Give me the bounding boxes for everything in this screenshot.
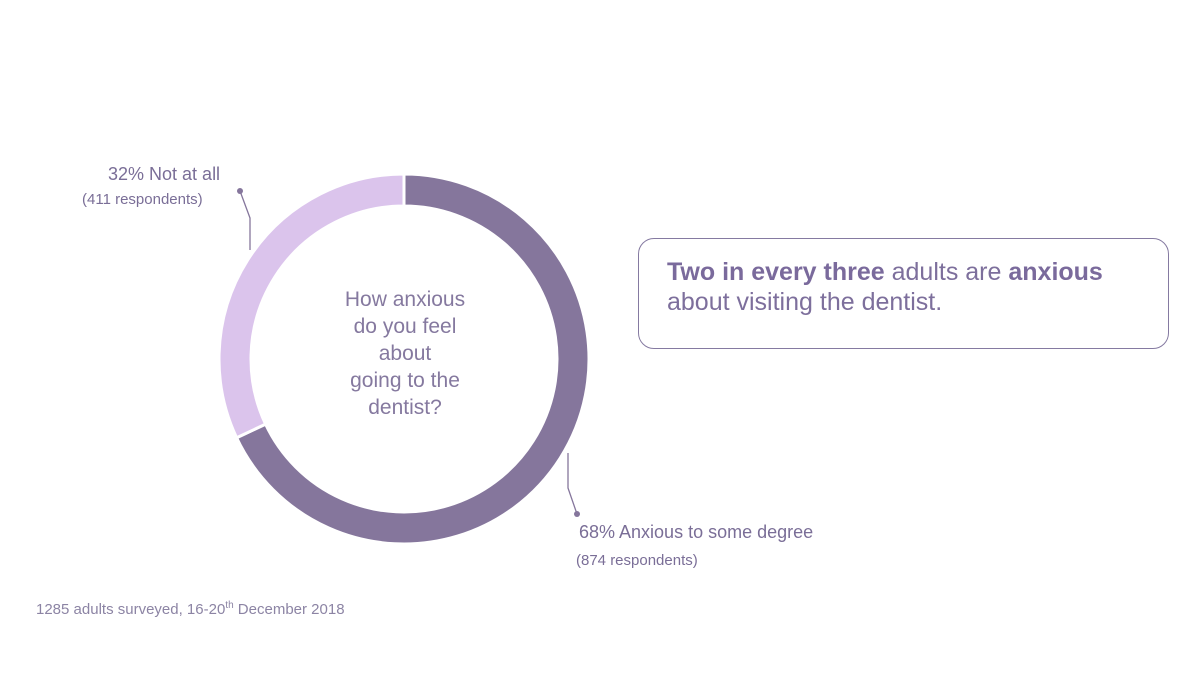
leader-dot-anxious [574,511,580,517]
leader-line-anxious [567,453,578,515]
slice-label-anxious: 68% Anxious to some degree [579,522,814,542]
footnote-text: 1285 adults surveyed, 16-20 [36,601,226,618]
callout-bold-text: anxious [1008,258,1103,286]
center-question: How anxious do you feel about going to t… [320,286,490,421]
slice-sublabel-anxious: (874 respondents) [576,552,698,569]
slice-sublabel-not-at-all: (411 respondents) [82,191,203,208]
survey-footnote: 1285 adults surveyed, 16-20th December 2… [36,600,345,618]
center-question-line: do you feel [353,315,457,338]
footnote-text: December 2018 [233,601,345,618]
key-finding-callout: Two in every three adults are anxious ab… [638,238,1169,349]
callout-bold-text: Two in every three [667,258,885,286]
center-question-line: How anxious [344,288,466,311]
donut-slice-not-at-all [217,172,406,440]
footnote-superscript: th [225,600,234,611]
leader-dot-not-at-all [237,188,243,194]
callout-text: adults are [884,258,1009,286]
slice-label-not-at-all: 32% Not at all [108,164,221,184]
leader-lines [237,188,580,517]
donut-slice-anxious-to-some-degree [234,172,591,546]
leader-line-not-at-all [239,190,251,250]
center-question-line: going to the [350,369,460,392]
center-question-line: dentist? [368,396,442,419]
callout-text: about visiting the dentist. [667,288,943,316]
center-question-line: about [378,342,432,365]
